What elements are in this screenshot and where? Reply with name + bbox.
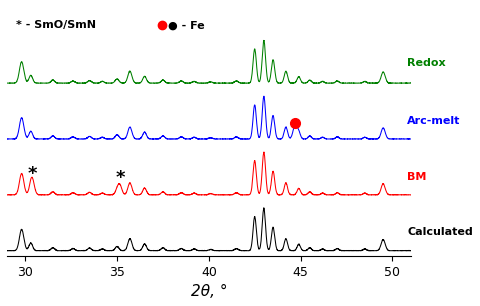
Text: ● - Fe: ● - Fe: [168, 20, 205, 30]
Text: *: *: [116, 169, 125, 187]
Text: *: *: [28, 165, 37, 182]
X-axis label: 2θ, °: 2θ, °: [191, 284, 227, 299]
Text: Arc-melt: Arc-melt: [407, 116, 460, 126]
Text: Redox: Redox: [407, 58, 445, 68]
Text: BM: BM: [407, 172, 426, 181]
Text: Calculated: Calculated: [407, 227, 473, 237]
Text: * - SmO/SmN: * - SmO/SmN: [16, 20, 96, 30]
